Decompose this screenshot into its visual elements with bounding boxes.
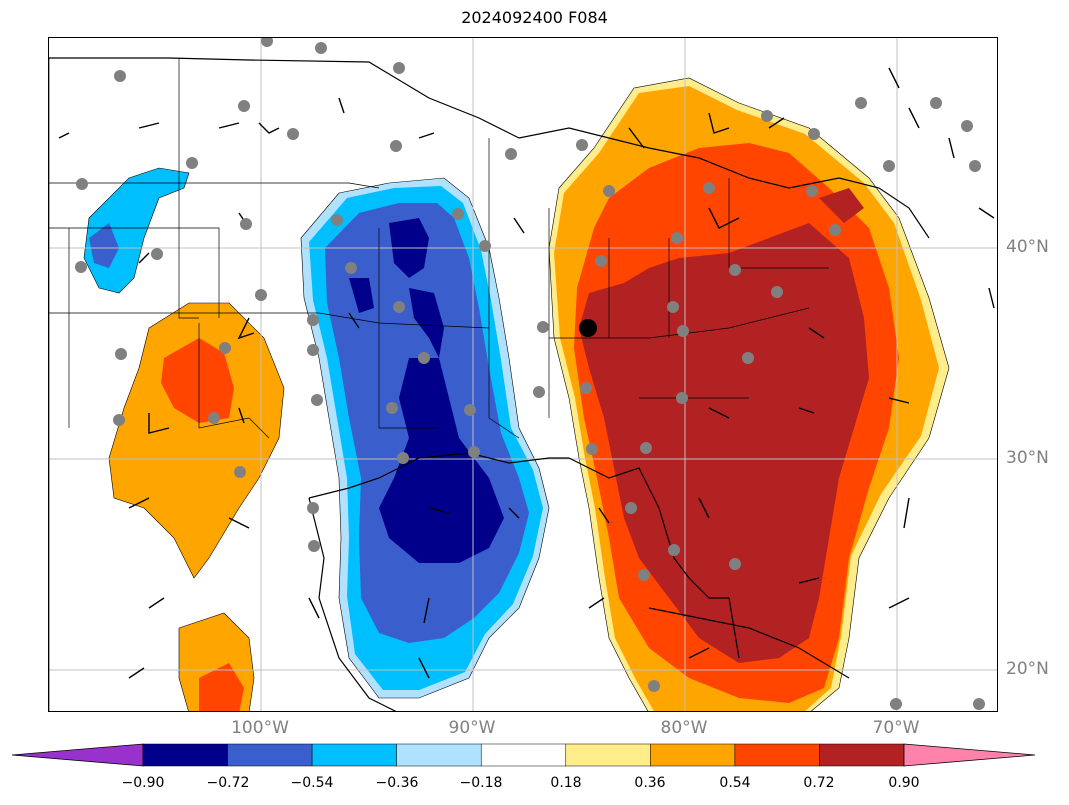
colorbar-tick: −0.72 bbox=[206, 775, 250, 791]
colorbar-tick: 0.36 bbox=[634, 775, 666, 791]
positive-anomaly-max bbox=[579, 188, 869, 663]
colorbar-tick: −0.18 bbox=[459, 775, 503, 791]
colorbar-tick: −0.54 bbox=[290, 775, 334, 791]
colorbar-tick: 0.72 bbox=[803, 775, 835, 791]
colorbar-segment bbox=[565, 743, 651, 767]
map-title: 2024092400 F084 bbox=[461, 8, 608, 27]
negative-anomaly-west-core bbox=[89, 223, 119, 268]
lat-label-30n: 30°N bbox=[1006, 448, 1049, 468]
colorbar-tick: 0.54 bbox=[719, 775, 751, 791]
lat-label-20n: 20°N bbox=[1006, 659, 1049, 679]
colorbar-tick: 0.90 bbox=[888, 775, 920, 791]
colorbar-segment bbox=[650, 743, 736, 767]
station-dots bbox=[75, 38, 985, 710]
anomaly-map bbox=[49, 38, 997, 711]
colorbar-segment bbox=[311, 743, 397, 767]
colorbar-segment bbox=[227, 743, 313, 767]
colorbar bbox=[11, 743, 1036, 767]
wind-barbs bbox=[58, 67, 995, 679]
lat-label-40n: 40°N bbox=[1006, 237, 1049, 257]
lon-label-100w: 100°W bbox=[231, 718, 289, 738]
gridlines bbox=[49, 38, 997, 711]
colorbar-segment bbox=[734, 743, 820, 767]
lon-label-80w: 80°W bbox=[660, 718, 708, 738]
colorbar-segment bbox=[396, 743, 482, 767]
colorbar-segment bbox=[480, 743, 567, 767]
positive-anomaly-southwest bbox=[108, 302, 285, 579]
colorbar-extend-high bbox=[903, 743, 1036, 767]
lon-label-90w: 90°W bbox=[448, 718, 496, 738]
lon-label-70w: 70°W bbox=[872, 718, 920, 738]
center-marker bbox=[579, 319, 597, 337]
state-borders bbox=[49, 58, 829, 711]
positive-anomaly-southwest-core bbox=[161, 338, 234, 423]
positive-anomaly-south-core bbox=[199, 663, 244, 711]
colorbar-extend-low bbox=[11, 743, 144, 767]
colorbar-tick: −0.90 bbox=[121, 775, 165, 791]
colorbar-segment bbox=[142, 743, 228, 767]
coastlines bbox=[49, 57, 930, 711]
map-panel[interactable] bbox=[48, 37, 998, 712]
negative-anomaly-max bbox=[349, 218, 504, 563]
colorbar-tick: 0.18 bbox=[550, 775, 582, 791]
colorbar-tick: −0.36 bbox=[375, 775, 419, 791]
colorbar-segment bbox=[819, 743, 905, 767]
